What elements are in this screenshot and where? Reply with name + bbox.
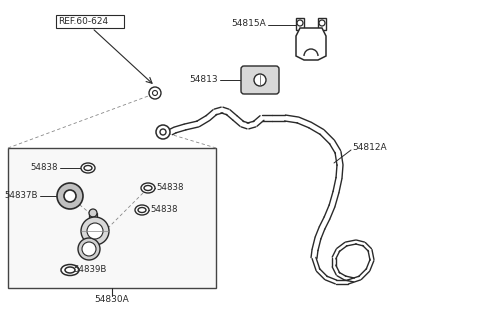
Circle shape [87, 223, 103, 239]
Circle shape [82, 242, 96, 256]
Polygon shape [296, 28, 326, 60]
Ellipse shape [135, 205, 149, 215]
Text: 54813: 54813 [190, 76, 218, 85]
Text: 54839B: 54839B [73, 266, 107, 275]
Text: 54812A: 54812A [352, 143, 386, 152]
Circle shape [78, 238, 100, 260]
Text: 54838: 54838 [150, 206, 178, 215]
Text: 54838: 54838 [31, 164, 58, 173]
Circle shape [254, 74, 266, 86]
Text: 54837B: 54837B [4, 192, 38, 201]
Circle shape [149, 87, 161, 99]
Circle shape [57, 183, 83, 209]
Ellipse shape [84, 165, 92, 170]
Bar [56, 15, 124, 28]
Polygon shape [89, 213, 97, 227]
Circle shape [160, 129, 166, 135]
Circle shape [297, 20, 303, 26]
FancyBboxPatch shape [241, 66, 279, 94]
Circle shape [89, 209, 97, 217]
Ellipse shape [65, 267, 75, 273]
Polygon shape [318, 18, 326, 30]
Text: REF.60-624: REF.60-624 [58, 16, 108, 26]
Text: 54815A: 54815A [231, 18, 266, 27]
Ellipse shape [61, 264, 79, 276]
Ellipse shape [81, 163, 95, 173]
Circle shape [153, 91, 157, 95]
Bar [8, 148, 216, 288]
Circle shape [64, 190, 76, 202]
Text: 54838: 54838 [156, 183, 183, 193]
Ellipse shape [138, 207, 146, 212]
Ellipse shape [144, 185, 152, 191]
Text: 54830A: 54830A [95, 295, 130, 304]
Ellipse shape [141, 183, 155, 193]
Polygon shape [296, 18, 304, 30]
Circle shape [81, 217, 109, 245]
Circle shape [156, 125, 170, 139]
Circle shape [319, 20, 325, 26]
